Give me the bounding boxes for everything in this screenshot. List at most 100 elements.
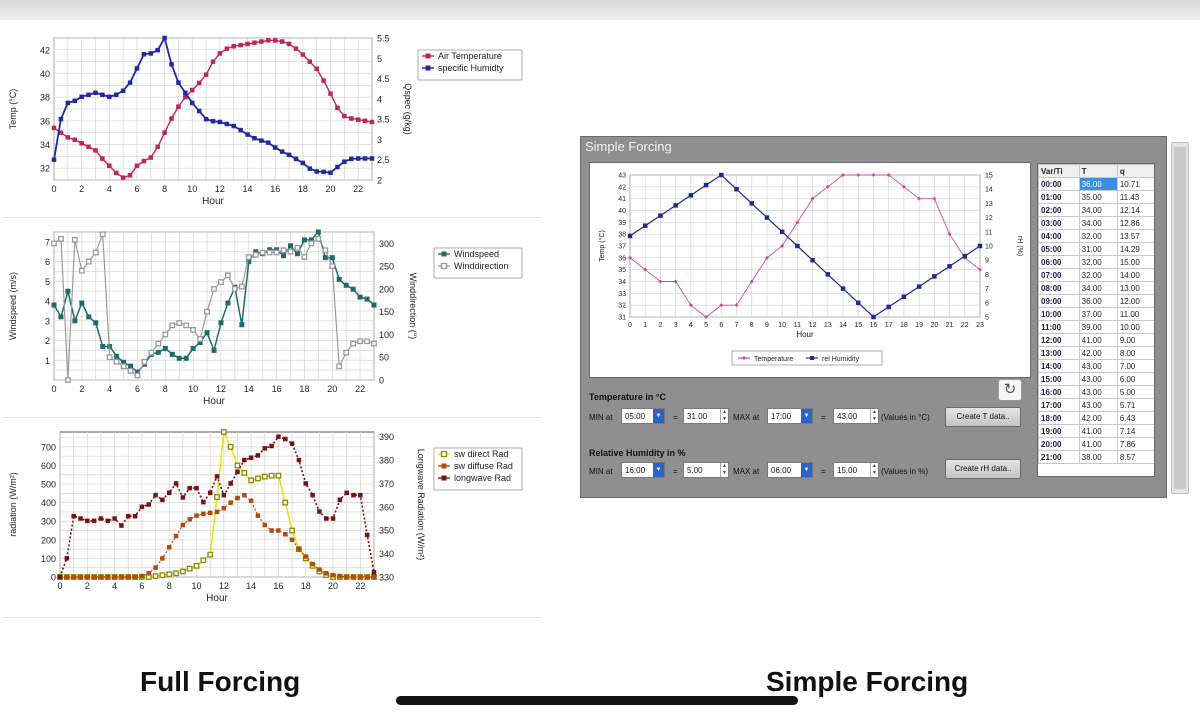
spinner-icon[interactable]: ▲ ▼ xyxy=(870,409,878,423)
temperature-cell[interactable]: 35.00 xyxy=(1078,190,1118,204)
temperature-cell[interactable]: 43.00 xyxy=(1078,398,1118,412)
temperature-cell[interactable]: 41.00 xyxy=(1078,424,1118,438)
humidity-cell[interactable]: 5.71 xyxy=(1116,398,1154,412)
table-row[interactable]: 16:00 43.00 5.00 xyxy=(1038,385,1154,399)
table-row[interactable]: 15:00 43.00 6.00 xyxy=(1038,372,1154,386)
chevron-down-icon[interactable]: ▼ xyxy=(801,463,812,477)
time-cell[interactable]: 18:00 xyxy=(1038,411,1080,425)
table-row[interactable]: 08:00 34.00 13.00 xyxy=(1038,281,1154,295)
spinner-icon[interactable]: ▲ ▼ xyxy=(720,463,728,477)
humidity-cell[interactable]: 7.86 xyxy=(1116,437,1154,451)
temperature-cell[interactable]: 42.00 xyxy=(1078,346,1118,360)
time-cell[interactable]: 04:00 xyxy=(1038,229,1080,243)
time-cell[interactable]: 02:00 xyxy=(1038,203,1080,217)
time-cell[interactable]: 11:00 xyxy=(1038,320,1080,334)
temperature-cell[interactable]: 32.00 xyxy=(1078,255,1118,269)
humidity-cell[interactable]: 15.00 xyxy=(1116,255,1154,269)
temperature-cell[interactable]: 41.00 xyxy=(1078,437,1118,451)
time-cell[interactable]: 17:00 xyxy=(1038,398,1080,412)
rh-min-value-input[interactable]: 5.00 xyxy=(683,462,729,478)
time-cell[interactable]: 14:00 xyxy=(1038,359,1080,373)
column-header[interactable]: q xyxy=(1116,164,1154,178)
table-row[interactable]: 18:00 42.00 6.43 xyxy=(1038,411,1154,425)
refresh-icon[interactable]: ↻ xyxy=(998,379,1022,401)
table-row[interactable]: 19:00 41.00 7.14 xyxy=(1038,424,1154,438)
table-row[interactable]: 13:00 42.00 8.00 xyxy=(1038,346,1154,360)
humidity-cell[interactable]: 10.00 xyxy=(1116,320,1154,334)
table-row[interactable]: 03:00 34.00 12.86 xyxy=(1038,216,1154,230)
temperature-cell[interactable]: 34.00 xyxy=(1078,281,1118,295)
temperature-cell[interactable]: 36.00 xyxy=(1078,177,1118,191)
vertical-scrollbar[interactable] xyxy=(1171,142,1189,494)
temperature-cell[interactable]: 42.00 xyxy=(1078,411,1118,425)
humidity-cell[interactable]: 10.71 xyxy=(1116,177,1154,191)
scrollbar-thumb[interactable] xyxy=(1174,147,1186,489)
time-cell[interactable]: 06:00 xyxy=(1038,255,1080,269)
time-cell[interactable]: 08:00 xyxy=(1038,281,1080,295)
humidity-cell[interactable]: 11.43 xyxy=(1116,190,1154,204)
humidity-cell[interactable]: 8.00 xyxy=(1116,346,1154,360)
temperature-cell[interactable]: 34.00 xyxy=(1078,203,1118,217)
temperature-cell[interactable]: 41.00 xyxy=(1078,333,1118,347)
temperature-cell[interactable]: 36.00 xyxy=(1078,294,1118,308)
humidity-cell[interactable]: 12.14 xyxy=(1116,203,1154,217)
temperature-cell[interactable]: 43.00 xyxy=(1078,372,1118,386)
table-row[interactable]: 12:00 41.00 9.00 xyxy=(1038,333,1154,347)
time-cell[interactable]: 19:00 xyxy=(1038,424,1080,438)
humidity-cell[interactable]: 5.00 xyxy=(1116,385,1154,399)
temp-min-value-input[interactable]: 31.00 xyxy=(683,408,729,424)
table-row[interactable]: 09:00 36.00 12.00 xyxy=(1038,294,1154,308)
time-cell[interactable]: 03:00 xyxy=(1038,216,1080,230)
humidity-cell[interactable]: 8.57 xyxy=(1116,450,1154,464)
time-cell[interactable]: 16:00 xyxy=(1038,385,1080,399)
humidity-cell[interactable]: 14.29 xyxy=(1116,242,1154,256)
temp-max-value-input[interactable]: 43.00 xyxy=(833,408,879,424)
table-row[interactable]: 01:00 35.00 11.43 xyxy=(1038,190,1154,204)
humidity-cell[interactable]: 13.00 xyxy=(1116,281,1154,295)
column-header[interactable]: T xyxy=(1078,164,1118,178)
table-row[interactable]: 00:00 36.00 10.71 xyxy=(1038,177,1154,191)
time-cell[interactable]: 10:00 xyxy=(1038,307,1080,321)
rh-max-value-input[interactable]: 15.00 xyxy=(833,462,879,478)
table-row[interactable]: 11:00 39.00 10.00 xyxy=(1038,320,1154,334)
chevron-down-icon[interactable]: ▼ xyxy=(653,409,664,423)
table-row[interactable]: 10:00 37.00 11.00 xyxy=(1038,307,1154,321)
humidity-cell[interactable]: 7.00 xyxy=(1116,359,1154,373)
humidity-cell[interactable]: 11.00 xyxy=(1116,307,1154,321)
temperature-cell[interactable]: 31.00 xyxy=(1078,242,1118,256)
spinner-icon[interactable]: ▲ ▼ xyxy=(720,409,728,423)
create-t-data-button[interactable]: Create T data.. xyxy=(945,407,1021,427)
temperature-cell[interactable]: 38.00 xyxy=(1078,450,1118,464)
table-row[interactable]: 07:00 32.00 14.00 xyxy=(1038,268,1154,282)
time-cell[interactable]: 09:00 xyxy=(1038,294,1080,308)
table-row[interactable]: 17:00 43.00 5.71 xyxy=(1038,398,1154,412)
chevron-down-icon[interactable]: ▼ xyxy=(653,463,664,477)
humidity-cell[interactable]: 6.00 xyxy=(1116,372,1154,386)
table-row[interactable]: 02:00 34.00 12.14 xyxy=(1038,203,1154,217)
humidity-cell[interactable]: 13.57 xyxy=(1116,229,1154,243)
humidity-cell[interactable]: 12.86 xyxy=(1116,216,1154,230)
humidity-cell[interactable]: 12.00 xyxy=(1116,294,1154,308)
humidity-cell[interactable]: 6.43 xyxy=(1116,411,1154,425)
temperature-cell[interactable]: 39.00 xyxy=(1078,320,1118,334)
time-cell[interactable]: 01:00 xyxy=(1038,190,1080,204)
time-cell[interactable]: 07:00 xyxy=(1038,268,1080,282)
temperature-cell[interactable]: 43.00 xyxy=(1078,385,1118,399)
time-cell[interactable]: 13:00 xyxy=(1038,346,1080,360)
temperature-cell[interactable]: 37.00 xyxy=(1078,307,1118,321)
temperature-cell[interactable]: 32.00 xyxy=(1078,268,1118,282)
table-row[interactable]: 04:00 32.00 13.57 xyxy=(1038,229,1154,243)
humidity-cell[interactable]: 9.00 xyxy=(1116,333,1154,347)
humidity-cell[interactable]: 14.00 xyxy=(1116,268,1154,282)
time-cell[interactable]: 15:00 xyxy=(1038,372,1080,386)
table-row[interactable]: 06:00 32.00 15.00 xyxy=(1038,255,1154,269)
spinner-icon[interactable]: ▲ ▼ xyxy=(870,463,878,477)
humidity-cell[interactable]: 7.14 xyxy=(1116,424,1154,438)
table-row[interactable]: 05:00 31.00 14.29 xyxy=(1038,242,1154,256)
column-header[interactable]: Var/Ti xyxy=(1038,164,1080,178)
time-cell[interactable]: 12:00 xyxy=(1038,333,1080,347)
table-row[interactable]: 14:00 43.00 7.00 xyxy=(1038,359,1154,373)
temperature-cell[interactable]: 43.00 xyxy=(1078,359,1118,373)
temperature-cell[interactable]: 32.00 xyxy=(1078,229,1118,243)
